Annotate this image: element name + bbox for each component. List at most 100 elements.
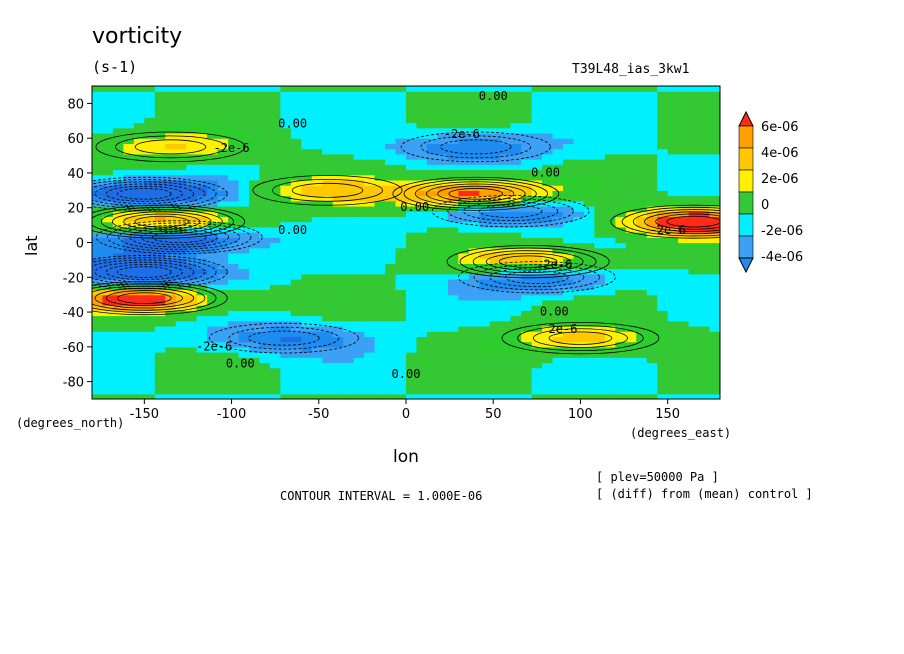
field-cell	[573, 174, 585, 181]
field-cell	[573, 252, 585, 259]
field-cell	[165, 216, 177, 223]
field-cell	[133, 122, 145, 129]
field-cell	[667, 91, 679, 98]
field-cell	[625, 294, 637, 301]
field-cell	[385, 237, 397, 244]
field-cell	[688, 372, 700, 379]
field-cell	[437, 132, 449, 139]
field-cell	[604, 221, 616, 228]
field-cell	[416, 284, 428, 291]
field-cell	[343, 268, 355, 275]
field-cell	[699, 96, 711, 103]
field-cell	[688, 205, 700, 212]
field-cell	[175, 341, 187, 348]
field-cell	[657, 174, 669, 181]
field-cell	[269, 263, 281, 270]
field-cell	[699, 127, 711, 134]
field-cell	[228, 112, 240, 118]
field-cell	[280, 378, 292, 384]
field-cell	[154, 190, 166, 197]
field-cell	[102, 127, 114, 134]
field-cell	[447, 268, 459, 275]
field-cell	[301, 200, 313, 207]
field-cell	[510, 289, 522, 296]
field-cell	[699, 258, 711, 264]
field-cell	[217, 352, 229, 358]
field-cell	[458, 383, 470, 390]
field-cell	[678, 258, 690, 264]
field-cell	[102, 169, 114, 176]
field-cell	[290, 372, 302, 379]
field-cell	[269, 132, 281, 139]
field-cell	[542, 86, 554, 92]
field-cell	[133, 179, 145, 186]
field-cell	[416, 242, 428, 249]
field-cell	[458, 273, 470, 280]
field-cell	[709, 305, 720, 311]
field-cell	[217, 232, 229, 238]
field-cell	[615, 164, 627, 171]
field-cell	[374, 320, 386, 327]
field-cell	[657, 190, 669, 197]
field-cell	[468, 252, 480, 259]
field-cell	[500, 383, 512, 390]
field-cell	[479, 341, 491, 348]
field-cell	[416, 388, 428, 395]
field-cell	[458, 159, 470, 165]
field-cell	[699, 221, 711, 228]
field-cell	[709, 86, 720, 92]
field-cell	[196, 325, 208, 332]
field-cell	[332, 247, 344, 254]
field-cell	[709, 216, 720, 223]
field-cell	[290, 258, 302, 264]
field-cell	[301, 164, 313, 171]
field-cell	[406, 310, 418, 317]
field-cell	[228, 216, 240, 223]
field-cell	[406, 132, 418, 139]
field-cell	[311, 211, 323, 218]
field-cell	[332, 294, 344, 301]
field-cell	[364, 174, 376, 181]
field-cell	[385, 378, 397, 384]
field-cell	[259, 96, 271, 103]
field-cell	[468, 284, 480, 291]
field-cell	[112, 325, 124, 332]
field-cell	[489, 86, 501, 92]
field-cell	[269, 205, 281, 212]
field-cell	[468, 143, 480, 150]
field-cell	[563, 106, 575, 113]
field-cell	[353, 263, 365, 270]
field-cell	[123, 185, 135, 191]
field-cell	[657, 289, 669, 296]
field-cell	[154, 357, 166, 364]
field-cell	[154, 185, 166, 191]
field-cell	[332, 279, 344, 285]
field-cell	[699, 305, 711, 311]
field-cell	[615, 352, 627, 358]
field-cell	[521, 362, 533, 369]
field-cell	[531, 174, 543, 181]
field-cell	[133, 112, 145, 118]
field-cell	[343, 169, 355, 176]
field-cell	[510, 226, 522, 233]
field-cell	[447, 341, 459, 348]
colorbar-label: -4e-06	[761, 250, 803, 265]
field-cell	[196, 169, 208, 176]
field-cell	[175, 325, 187, 332]
colorbar-label: 6e-06	[761, 120, 799, 135]
field-cell	[217, 325, 229, 332]
field-cell	[552, 325, 564, 332]
field-cell	[92, 164, 104, 171]
field-cell	[583, 279, 595, 285]
field-cell	[688, 393, 700, 399]
field-cell	[563, 127, 575, 134]
field-cell	[196, 148, 208, 155]
field-cell	[667, 273, 679, 280]
field-cell	[353, 159, 365, 165]
field-cell	[458, 388, 470, 395]
field-cell	[228, 341, 240, 348]
field-cell	[133, 341, 145, 348]
field-cell	[646, 200, 658, 207]
field-cell	[604, 383, 616, 390]
field-cell	[207, 185, 219, 191]
